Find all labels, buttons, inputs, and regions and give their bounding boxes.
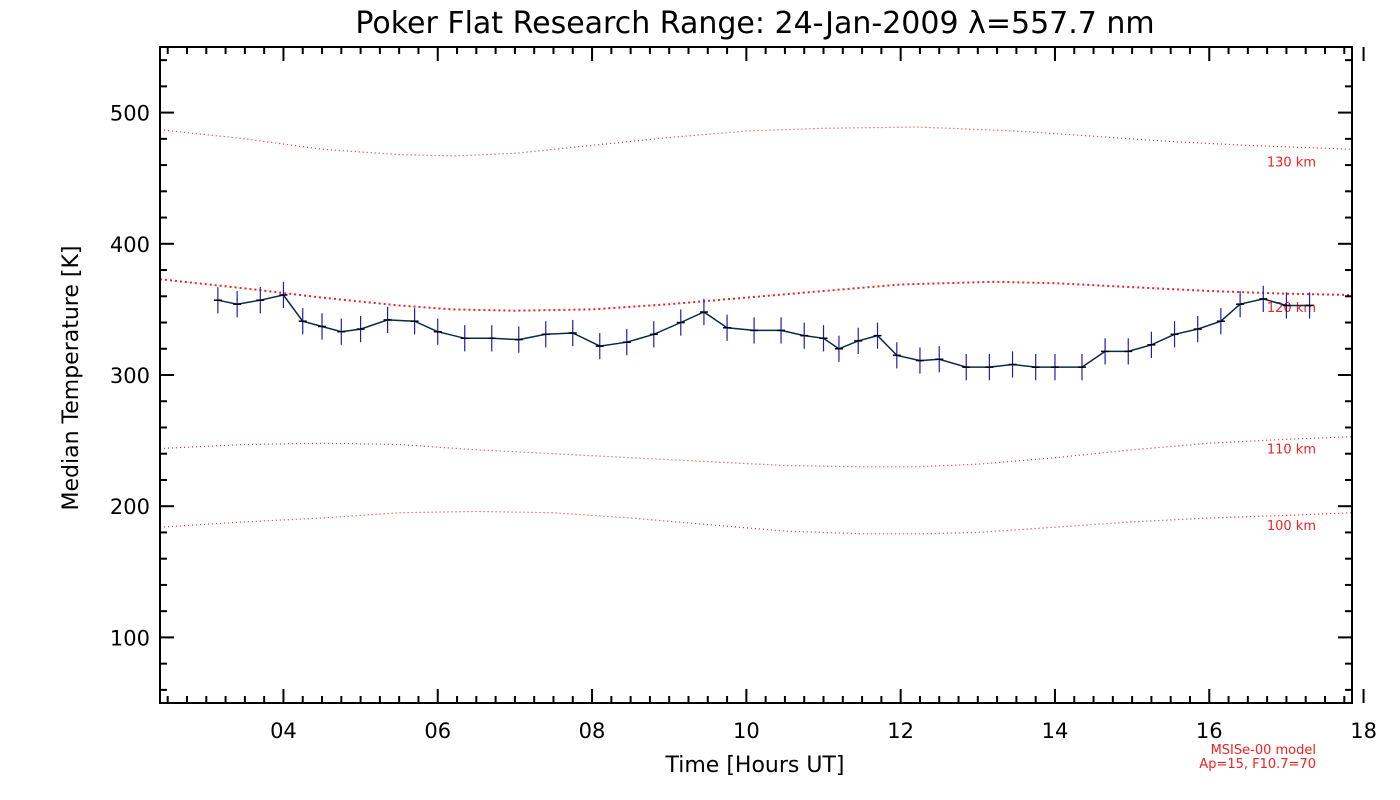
y-tick-label: 200 bbox=[110, 495, 150, 519]
series-line bbox=[217, 294, 1310, 368]
x-tick-label: 18 bbox=[1350, 719, 1377, 743]
model-curve-120-km bbox=[159, 278, 1353, 312]
x-axis-label: Time [Hours UT] bbox=[665, 753, 845, 778]
y-tick-label: 300 bbox=[110, 364, 150, 388]
x-tick-label: 10 bbox=[733, 719, 760, 743]
model-curve-label: 110 km bbox=[1267, 443, 1316, 458]
plot-frame bbox=[159, 46, 1353, 704]
x-tick-label: 12 bbox=[887, 719, 914, 743]
model-curve-label: 120 km bbox=[1267, 301, 1316, 316]
axis-ticks: 04 06 08 10 12 14 16 18 100 200 300 400 500 bbox=[110, 47, 1377, 743]
y-tick-label: 500 bbox=[110, 102, 150, 126]
model-note-line-2: Ap=15, F10.7=70 bbox=[1199, 757, 1316, 772]
y-axis-label: Median Temperature [K] bbox=[59, 246, 84, 511]
data-series bbox=[213, 281, 1314, 381]
chart-title: Poker Flat Research Range: 24-Jan-2009 λ… bbox=[355, 6, 1154, 41]
model-curve-label: 130 km bbox=[1267, 155, 1316, 170]
x-tick-label: 06 bbox=[424, 719, 451, 743]
model-note-line-1: MSISe-00 model bbox=[1211, 743, 1316, 758]
x-tick-label: 14 bbox=[1042, 719, 1069, 743]
y-tick-label: 100 bbox=[110, 626, 150, 650]
model-curves: 130 km 120 km 110 km 100 km bbox=[159, 126, 1353, 535]
x-tick-label: 04 bbox=[270, 719, 297, 743]
model-curve-label: 100 km bbox=[1267, 519, 1316, 534]
x-tick-label: 08 bbox=[579, 719, 606, 743]
x-tick-label: 16 bbox=[1196, 719, 1223, 743]
y-tick-label: 400 bbox=[110, 233, 150, 257]
